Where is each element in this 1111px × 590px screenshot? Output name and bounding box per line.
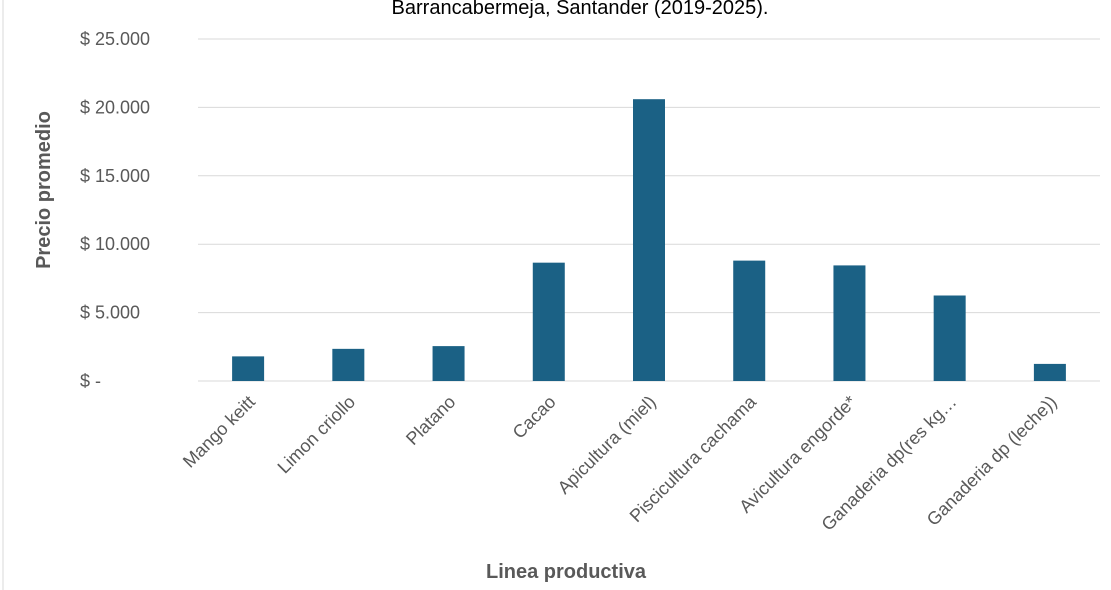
y-tick-label: $ - (80, 371, 101, 391)
y-tick-label: $ 25.000 (80, 29, 150, 49)
y-tick-label: $ 15.000 (80, 166, 150, 186)
chart-title: Barrancabermeja, Santander (2019-2025). (392, 0, 769, 19)
bar (332, 348, 365, 381)
x-tick-label: Limon criollo (274, 392, 360, 478)
bar (432, 346, 465, 381)
bar (633, 99, 665, 381)
y-axis-ticks: $ - $ 5.000 $ 10.000 $ 15.000 $ 20.000 $ 25.0… (80, 29, 150, 391)
y-tick-label: $ 20.000 (80, 97, 150, 117)
bar (933, 295, 966, 381)
bar (1033, 363, 1066, 381)
bar (532, 262, 565, 381)
x-tick-label: Apicultura (miel) (554, 392, 660, 498)
bar (833, 265, 866, 381)
bars (232, 99, 1066, 381)
x-axis-ticks: Mango keitt Limon criollo Platano CacaoApic… (179, 391, 1061, 535)
bar (232, 356, 265, 381)
y-axis-title: Precio promedio (33, 111, 55, 269)
y-tick-label: $ 10.000 (80, 234, 150, 254)
x-tick-label: Mango keitt (179, 392, 259, 472)
y-tick-label: $ 5.000 (80, 303, 140, 323)
x-tick-label: Platano (402, 392, 459, 449)
bar (733, 260, 766, 381)
x-tick-label: Cacao (509, 392, 560, 443)
x-axis-title: Linea productiva (486, 561, 647, 583)
